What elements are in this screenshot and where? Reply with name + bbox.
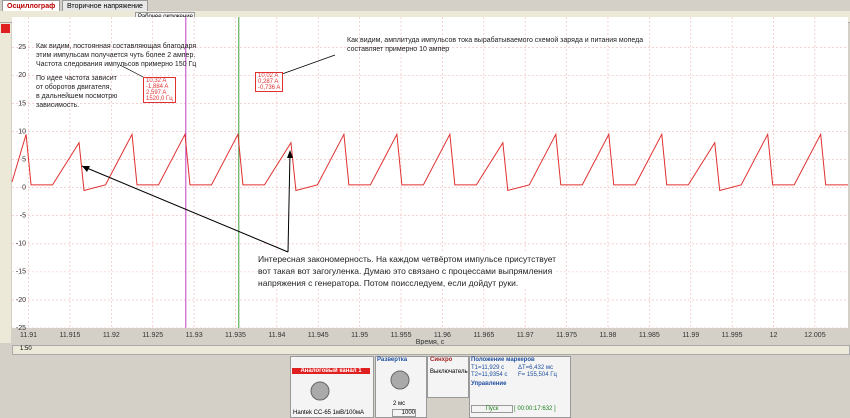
sync-mode[interactable]: Выключатель: [430, 369, 468, 375]
readout-box: 10,02 A 0,287 A -0,736 A: [255, 72, 284, 92]
sweep-value: 2 мс: [393, 401, 406, 407]
y-tick-label: -25: [16, 325, 26, 332]
text-line: в дальнейшем посмотрю: [36, 93, 118, 100]
probe: Hantek CC-65 1мВ/100мА: [293, 410, 364, 416]
callout-line: [119, 64, 146, 79]
tab[interactable]: Осциллограф: [2, 0, 61, 12]
text-line: -0,736 A: [258, 85, 281, 91]
y-tick-label: 0: [22, 185, 26, 192]
x-tick-label: 11.91: [20, 332, 37, 339]
x-tick-label: 11.915: [59, 332, 80, 339]
left-toolbar: [0, 23, 11, 343]
text-line: составляет примерно 10 ампер: [347, 46, 450, 53]
note: По идее частота зависит от оборотов двига…: [36, 74, 117, 110]
x-tick-label: 11.98: [599, 332, 616, 339]
text-line: 2,597 A: [146, 90, 167, 96]
text-line: Интересная закономерность. На каждом чет…: [258, 254, 557, 264]
text-line: зависимость.: [36, 102, 80, 109]
arrow-head: [287, 150, 293, 158]
x-tick-label: 11.975: [556, 332, 577, 339]
text-line: Как видим, амплитуда импульсов тока выра…: [347, 37, 644, 44]
arrow: [287, 152, 291, 253]
x-tick-label: 11.99: [682, 332, 699, 339]
x-tick-label: 11.925: [142, 332, 163, 339]
waveform: [11, 132, 848, 192]
x-axis-title: Время, с: [416, 339, 445, 345]
sync-panel: [427, 356, 469, 398]
dt: ΔT=6,432 мс: [518, 365, 553, 371]
x-tick-label: 11.96: [434, 332, 451, 339]
x-tick-label: 12.005: [804, 332, 826, 339]
text-line: Как видим, постоянная составляющая благо…: [36, 43, 197, 50]
readout-box: 10,32 A -1,884 A 2,597 A 1520,0 Гц: [143, 77, 176, 103]
y-tick-label: -10: [16, 241, 26, 248]
sweep-count[interactable]: 1000: [392, 409, 416, 417]
timer: [ 00:00:17:632 ]: [514, 406, 556, 412]
y-tick-label: -20: [16, 297, 26, 304]
tool-icon[interactable]: [1, 24, 10, 33]
x-tick-label: 11.95: [351, 332, 368, 339]
y-tick-label: 10: [18, 128, 26, 135]
y-tick-label: -5: [20, 213, 26, 220]
text-line: 10,32 A: [146, 78, 167, 84]
sync-title: Синхро: [430, 357, 453, 363]
x-tick-label: 12: [770, 332, 778, 339]
y-tick-label: -15: [16, 269, 26, 276]
y-tick-label: 15: [18, 100, 26, 107]
y-tick-label: 25: [18, 44, 26, 51]
x-tick-label: 11.985: [639, 332, 660, 339]
note: Как видим, амплитуда импульсов тока выра…: [347, 36, 643, 54]
arrow-head: [82, 166, 90, 172]
text-line: вот такая вот загогуленка. Думаю это свя…: [258, 266, 553, 276]
sweep-title: Развертка: [377, 357, 408, 363]
note: Интересная закономерность. На каждом чет…: [258, 253, 557, 289]
callout-line: [281, 54, 336, 75]
freq: F= 155,504 Гц: [518, 372, 557, 378]
x-tick-label: 11.97: [517, 332, 534, 339]
knob[interactable]: [383, 367, 417, 393]
text-line: 1520,0 Гц: [146, 96, 173, 102]
channel-title: Аналоговый канал 1: [292, 368, 370, 374]
x-tick-label: 11.92: [103, 332, 120, 339]
text-line: от оборотов двигателя,: [36, 84, 112, 91]
text-line: По идее частота зависит: [36, 75, 117, 82]
text-line: напряжения с генератора. Потом поисследу…: [258, 278, 519, 288]
note: Как видим, постоянная составляющая благо…: [36, 42, 196, 69]
y-tick-label: 20: [18, 72, 26, 79]
control-title: Управление: [471, 381, 507, 387]
x-tick-label: 11.995: [722, 332, 743, 339]
tab[interactable]: Вторичное напряжение: [62, 0, 148, 12]
x-tick-label: 11.93: [186, 332, 203, 339]
x-tick-label: 11.955: [391, 332, 412, 339]
start-button[interactable]: Пуск: [471, 405, 513, 413]
text-line: 10,02 A: [258, 73, 279, 79]
channel-panel: [290, 356, 374, 418]
scrollbar[interactable]: [12, 345, 850, 355]
markers-title: Положение маркеров: [471, 357, 535, 363]
text-line: 0,287 A: [258, 79, 279, 85]
text-line: этим импульсам получается чуть более 2 а…: [36, 52, 196, 59]
zoom-label: 1:50: [20, 346, 32, 352]
x-tick-label: 11.945: [308, 332, 329, 339]
knob[interactable]: [300, 376, 340, 406]
x-tick-label: 11.94: [268, 332, 285, 339]
arrow: [81, 165, 289, 253]
text-line: -1,884 A: [146, 84, 169, 90]
t2: T2=11,9354 с: [471, 372, 508, 378]
t1: T1=11,929 с: [471, 365, 505, 371]
x-tick-label: 11.935: [225, 332, 246, 339]
x-tick-label: 11.965: [473, 332, 494, 339]
text-line: Частота следования импульсов примерно 15…: [36, 61, 197, 68]
y-tick-label: 5: [22, 156, 26, 163]
